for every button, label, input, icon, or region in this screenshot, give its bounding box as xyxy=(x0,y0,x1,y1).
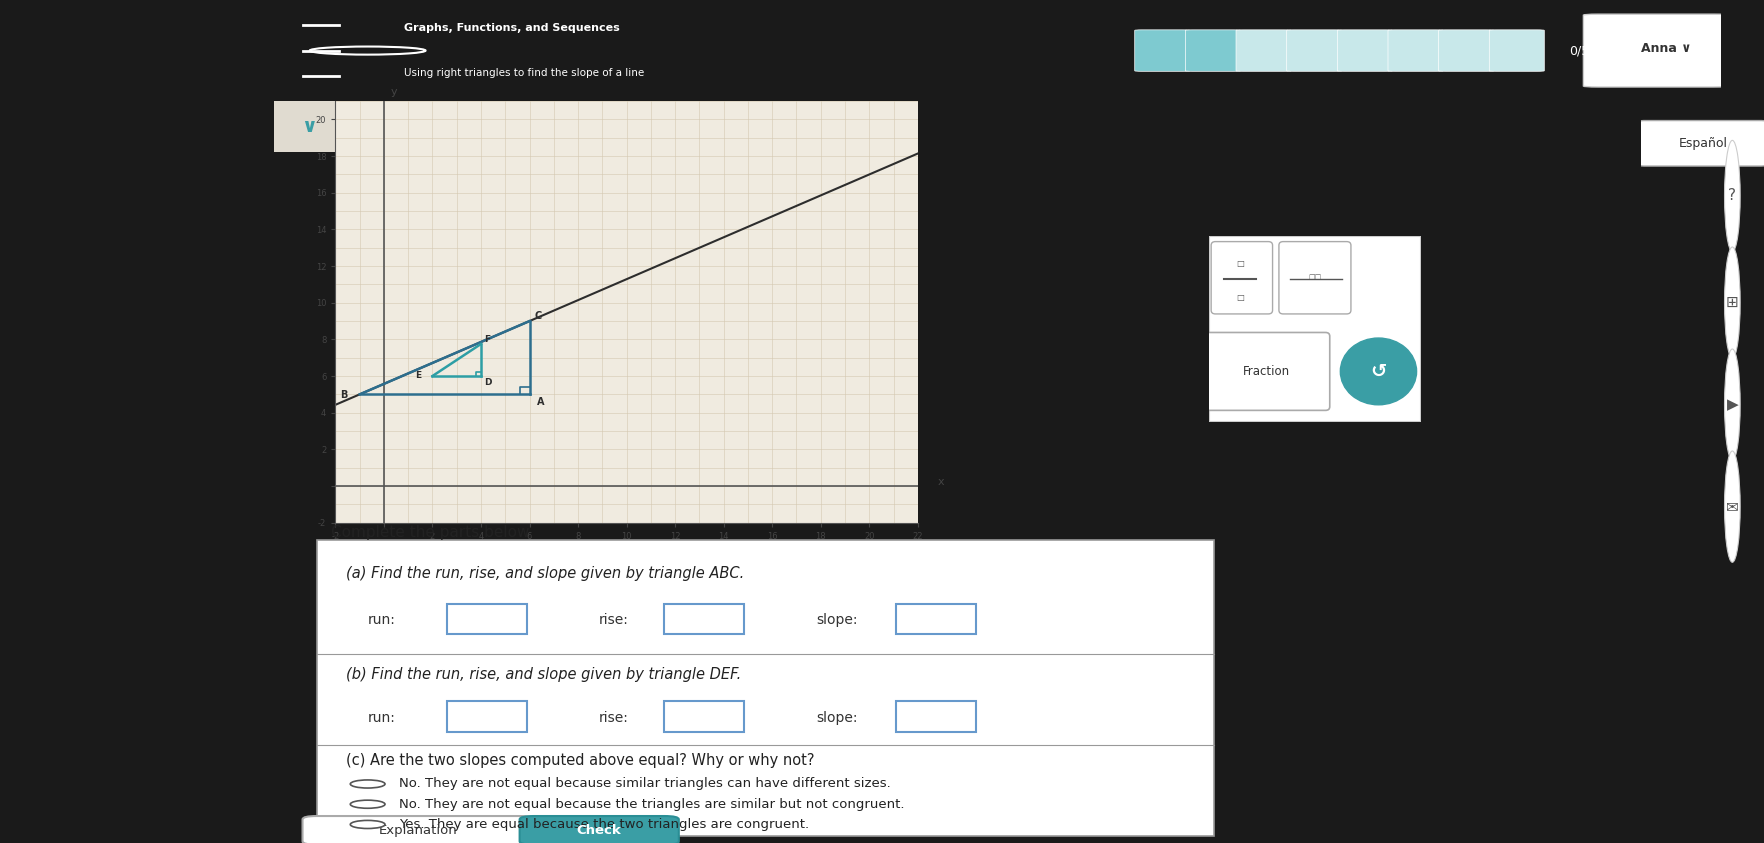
Text: □: □ xyxy=(1235,293,1244,302)
Text: y: y xyxy=(392,87,397,97)
Text: x: x xyxy=(937,477,944,487)
Text: No. They are not equal because similar triangles can have different sizes.: No. They are not equal because similar t… xyxy=(399,777,891,791)
FancyBboxPatch shape xyxy=(446,604,527,634)
Text: Complete the parts below.: Complete the parts below. xyxy=(332,525,533,540)
FancyBboxPatch shape xyxy=(1489,30,1544,72)
Text: D: D xyxy=(485,379,492,387)
Text: B: B xyxy=(340,390,348,400)
Circle shape xyxy=(1723,451,1739,562)
Text: Explanation: Explanation xyxy=(379,824,457,837)
FancyBboxPatch shape xyxy=(1438,30,1492,72)
FancyBboxPatch shape xyxy=(1235,30,1289,72)
Circle shape xyxy=(1723,247,1739,358)
Text: slope:: slope: xyxy=(817,711,857,725)
FancyBboxPatch shape xyxy=(1637,121,1764,166)
FancyBboxPatch shape xyxy=(1205,332,1328,411)
Text: Graphs, Functions, and Sequences: Graphs, Functions, and Sequences xyxy=(404,24,619,34)
Text: F: F xyxy=(485,336,490,344)
FancyBboxPatch shape xyxy=(1337,30,1392,72)
FancyBboxPatch shape xyxy=(519,816,679,843)
Text: (b) Find the run, rise, and slope given by triangle DEF.: (b) Find the run, rise, and slope given … xyxy=(346,667,741,682)
FancyBboxPatch shape xyxy=(896,701,975,732)
Circle shape xyxy=(349,780,385,788)
FancyBboxPatch shape xyxy=(1210,242,1272,314)
FancyBboxPatch shape xyxy=(1134,30,1189,72)
Text: Using right triangles to find the slope of a line: Using right triangles to find the slope … xyxy=(404,67,644,78)
Circle shape xyxy=(349,820,385,829)
Text: slope:: slope: xyxy=(817,614,857,627)
Text: Fraction: Fraction xyxy=(1242,365,1289,378)
Text: Español: Español xyxy=(1678,137,1727,150)
Text: ∨: ∨ xyxy=(302,117,316,136)
Text: E: E xyxy=(415,371,422,380)
Text: □: □ xyxy=(1235,260,1244,268)
Text: Check: Check xyxy=(577,824,621,837)
Text: No. They are not equal because the triangles are similar but not congruent.: No. They are not equal because the trian… xyxy=(399,797,905,811)
Text: ?: ? xyxy=(1727,189,1736,203)
Text: Anna ∨: Anna ∨ xyxy=(1641,42,1690,55)
Text: ▶: ▶ xyxy=(1725,397,1738,412)
FancyBboxPatch shape xyxy=(663,604,744,634)
FancyBboxPatch shape xyxy=(318,540,1214,836)
Circle shape xyxy=(1723,140,1739,251)
Text: Yes. They are equal because the two triangles are congruent.: Yes. They are equal because the two tria… xyxy=(399,818,810,831)
Text: (c) Are the two slopes computed above equal? Why or why not?: (c) Are the two slopes computed above eq… xyxy=(346,753,813,768)
Text: ↺: ↺ xyxy=(1369,362,1387,381)
FancyBboxPatch shape xyxy=(302,816,534,843)
FancyBboxPatch shape xyxy=(1387,30,1443,72)
FancyBboxPatch shape xyxy=(1286,30,1341,72)
FancyBboxPatch shape xyxy=(663,701,744,732)
FancyBboxPatch shape xyxy=(446,701,527,732)
Text: 0/5: 0/5 xyxy=(1568,44,1588,57)
Text: ⊞: ⊞ xyxy=(1725,295,1738,310)
Circle shape xyxy=(1339,338,1416,405)
Text: (a) Find the run, rise, and slope given by triangle ABC.: (a) Find the run, rise, and slope given … xyxy=(346,566,744,581)
Text: □□: □□ xyxy=(1307,274,1321,280)
FancyBboxPatch shape xyxy=(1208,236,1420,422)
Text: C: C xyxy=(534,311,542,321)
Text: ✉: ✉ xyxy=(1725,499,1738,514)
Text: rise:: rise: xyxy=(600,711,628,725)
FancyBboxPatch shape xyxy=(896,604,975,634)
Circle shape xyxy=(349,800,385,808)
Text: run:: run: xyxy=(367,614,395,627)
Text: A: A xyxy=(536,397,543,407)
Circle shape xyxy=(1723,349,1739,460)
FancyBboxPatch shape xyxy=(270,99,348,154)
Text: rise:: rise: xyxy=(600,614,628,627)
FancyBboxPatch shape xyxy=(1279,242,1349,314)
Text: run:: run: xyxy=(367,711,395,725)
FancyBboxPatch shape xyxy=(1582,14,1727,87)
FancyBboxPatch shape xyxy=(1185,30,1240,72)
